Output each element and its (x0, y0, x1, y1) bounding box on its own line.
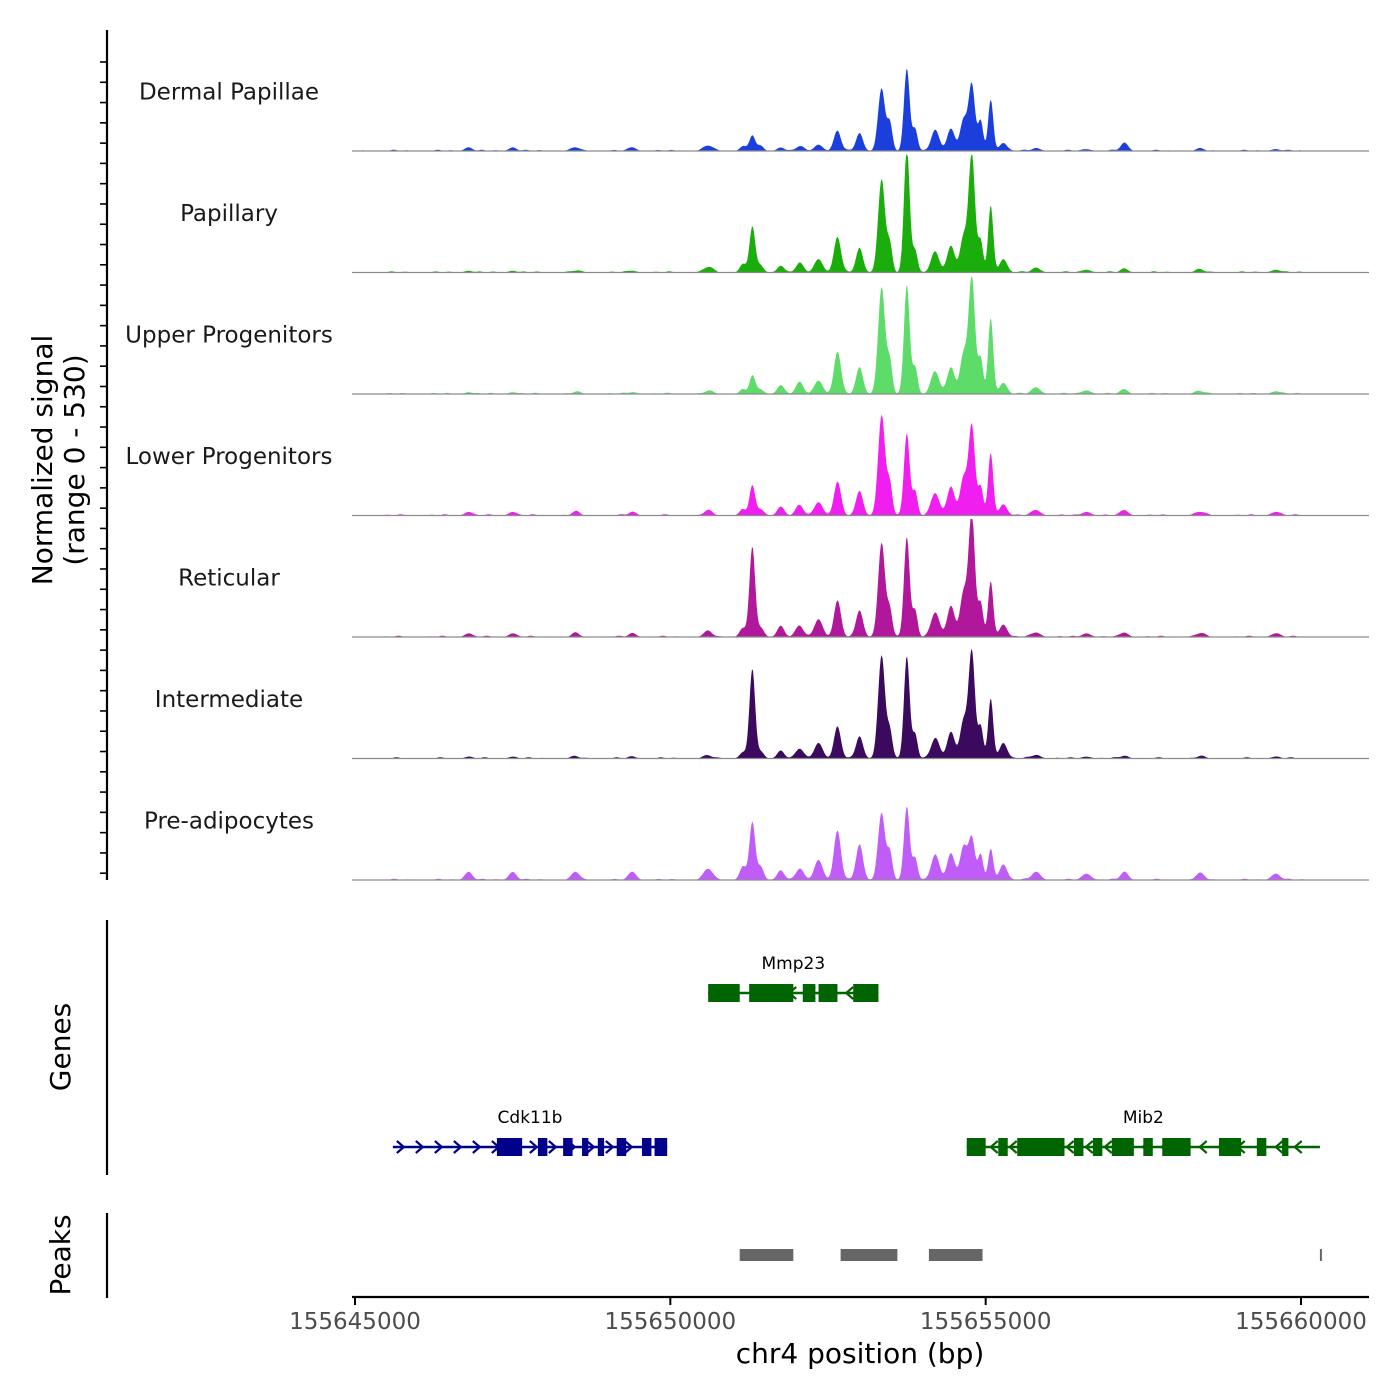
x-tick-label: 155650000 (604, 1309, 736, 1335)
x-tick-label: 155645000 (289, 1309, 421, 1335)
exon (537, 1138, 548, 1156)
strand-arrow (1084, 1140, 1094, 1154)
peak-region (840, 1249, 898, 1261)
exon (1282, 1138, 1289, 1156)
gene-mib2: Mib2 (966, 1108, 1320, 1156)
peaks-track (739, 1249, 1322, 1261)
strand-arrow (605, 1140, 615, 1154)
exon (496, 1138, 523, 1156)
exon (563, 1138, 573, 1156)
exon (1143, 1138, 1153, 1156)
strand-arrow (1065, 1140, 1075, 1154)
track-label: Reticular (178, 566, 280, 592)
track-papillary: Papillary (180, 154, 1369, 274)
signal-area (380, 519, 1320, 637)
signal-area (380, 648, 1320, 759)
track-intermediate: Intermediate (155, 648, 1369, 760)
gene-label: Mib2 (1123, 1108, 1164, 1128)
exon (1017, 1138, 1065, 1156)
exon (1111, 1138, 1134, 1156)
gene-mmp23: Mmp23 (708, 954, 879, 1002)
strand-arrow (415, 1140, 425, 1154)
genes-track: Mmp23 Cdk11b Mib2 (392, 954, 1320, 1156)
exon (1073, 1138, 1084, 1156)
genes-track-label: Genes (44, 1003, 77, 1091)
exon (818, 984, 838, 1002)
track-label: Pre-adipocytes (144, 809, 314, 835)
coverage-y-ticks (100, 61, 107, 875)
track-label: Papillary (180, 201, 278, 227)
strand-arrow (396, 1140, 406, 1154)
exon (749, 984, 794, 1002)
gene-label: Mmp23 (761, 954, 825, 974)
signal-area (380, 276, 1320, 394)
gene-label: Cdk11b (498, 1108, 563, 1128)
strand-arrow (434, 1140, 444, 1154)
strand-arrow (1008, 1140, 1018, 1154)
coverage-tracks: Dermal Papillae Papillary Upper Progenitor… (125, 68, 1369, 881)
exon (853, 984, 879, 1002)
track-label: Lower Progenitors (126, 444, 333, 470)
exon (597, 1138, 605, 1156)
track-upper-progenitors: Upper Progenitors (125, 276, 1369, 395)
strand-arrow (548, 1140, 558, 1154)
track-dermal-papillae: Dermal Papillae (139, 68, 1369, 152)
y-axis-title-line1: Normalized signal (26, 335, 59, 586)
x-tick-label: 155660000 (1235, 1309, 1367, 1335)
exon (616, 1138, 627, 1156)
strand-arrow (529, 1140, 539, 1154)
exon (1092, 1138, 1103, 1156)
exon (641, 1138, 652, 1156)
exon (966, 1138, 986, 1156)
x-axis-title: chr4 position (bp) (736, 1337, 985, 1370)
track-pre-adipocytes: Pre-adipocytes (144, 806, 1369, 881)
y-axis-title-line2: (range 0 - 530) (58, 354, 91, 565)
exon (1162, 1138, 1191, 1156)
gene-cdk11b: Cdk11b (392, 1108, 668, 1156)
strand-arrow (453, 1140, 463, 1154)
exon (654, 1138, 668, 1156)
exon (802, 984, 816, 1002)
signal-area (380, 414, 1320, 516)
track-label: Dermal Papillae (139, 80, 319, 106)
exon (1219, 1138, 1242, 1156)
strand-arrow (1103, 1140, 1113, 1154)
x-tick-label: 155655000 (920, 1309, 1052, 1335)
exon (998, 1138, 1008, 1156)
strand-arrow (1198, 1140, 1208, 1154)
exon (582, 1138, 589, 1156)
strand-arrow (1293, 1140, 1303, 1154)
strand-arrow (989, 1140, 999, 1154)
strand-arrow (844, 986, 854, 1000)
peak-region (739, 1249, 794, 1261)
track-label: Upper Progenitors (125, 323, 333, 349)
exon (1256, 1138, 1267, 1156)
signal-area (380, 154, 1320, 273)
strand-arrow (624, 1140, 634, 1154)
peaks-track-label: Peaks (44, 1214, 77, 1295)
exon (708, 984, 740, 1002)
track-reticular: Reticular (178, 519, 1369, 638)
strand-arrow (586, 1140, 596, 1154)
peak-region (1319, 1249, 1322, 1261)
peak-region (928, 1249, 983, 1261)
track-label: Intermediate (155, 687, 303, 713)
x-axis-ticks: 155645000 155650000 155655000 155660000 (289, 1297, 1367, 1335)
signal-area (355, 806, 1320, 880)
strand-arrow (1274, 1140, 1284, 1154)
signal-area (355, 68, 1301, 151)
strand-arrow (472, 1140, 482, 1154)
track-lower-progenitors: Lower Progenitors (126, 414, 1369, 517)
